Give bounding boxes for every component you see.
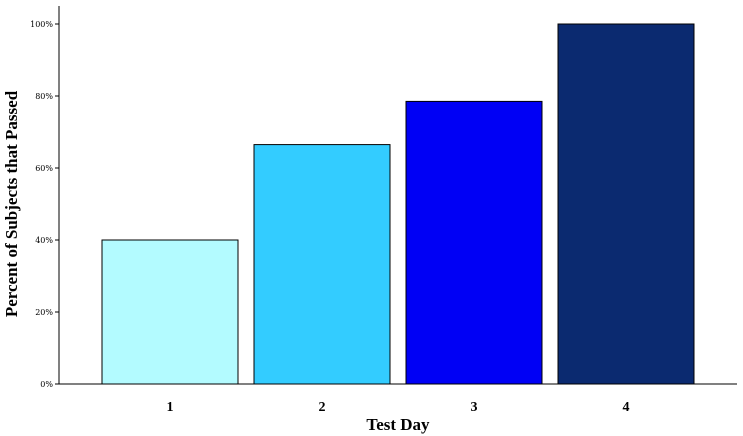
y-tick-label: 80% xyxy=(35,92,53,101)
y-axis-ticks: 0% 20% 40% 60% 80% 100% xyxy=(30,20,59,389)
bar-day-4 xyxy=(557,23,695,385)
x-axis-tick-labels: 1 2 3 4 xyxy=(167,400,630,415)
y-axis-title: Percent of Subjects that Passed xyxy=(2,90,21,317)
y-tick-label: 20% xyxy=(35,308,53,317)
bar-day-3 xyxy=(405,100,543,385)
bar-day-2 xyxy=(253,144,391,385)
y-tick-label: 0% xyxy=(40,380,53,389)
x-tick-label: 4 xyxy=(623,400,630,415)
bars xyxy=(101,23,695,385)
y-tick-label: 100% xyxy=(30,20,53,29)
x-tick-label: 2 xyxy=(319,400,326,415)
x-tick-label: 3 xyxy=(471,400,478,415)
x-axis-title: Test Day xyxy=(366,415,430,434)
y-tick-label: 60% xyxy=(35,164,53,173)
x-tick-label: 1 xyxy=(167,400,174,415)
bar-day-1 xyxy=(101,239,239,385)
y-tick-label: 40% xyxy=(35,236,53,245)
